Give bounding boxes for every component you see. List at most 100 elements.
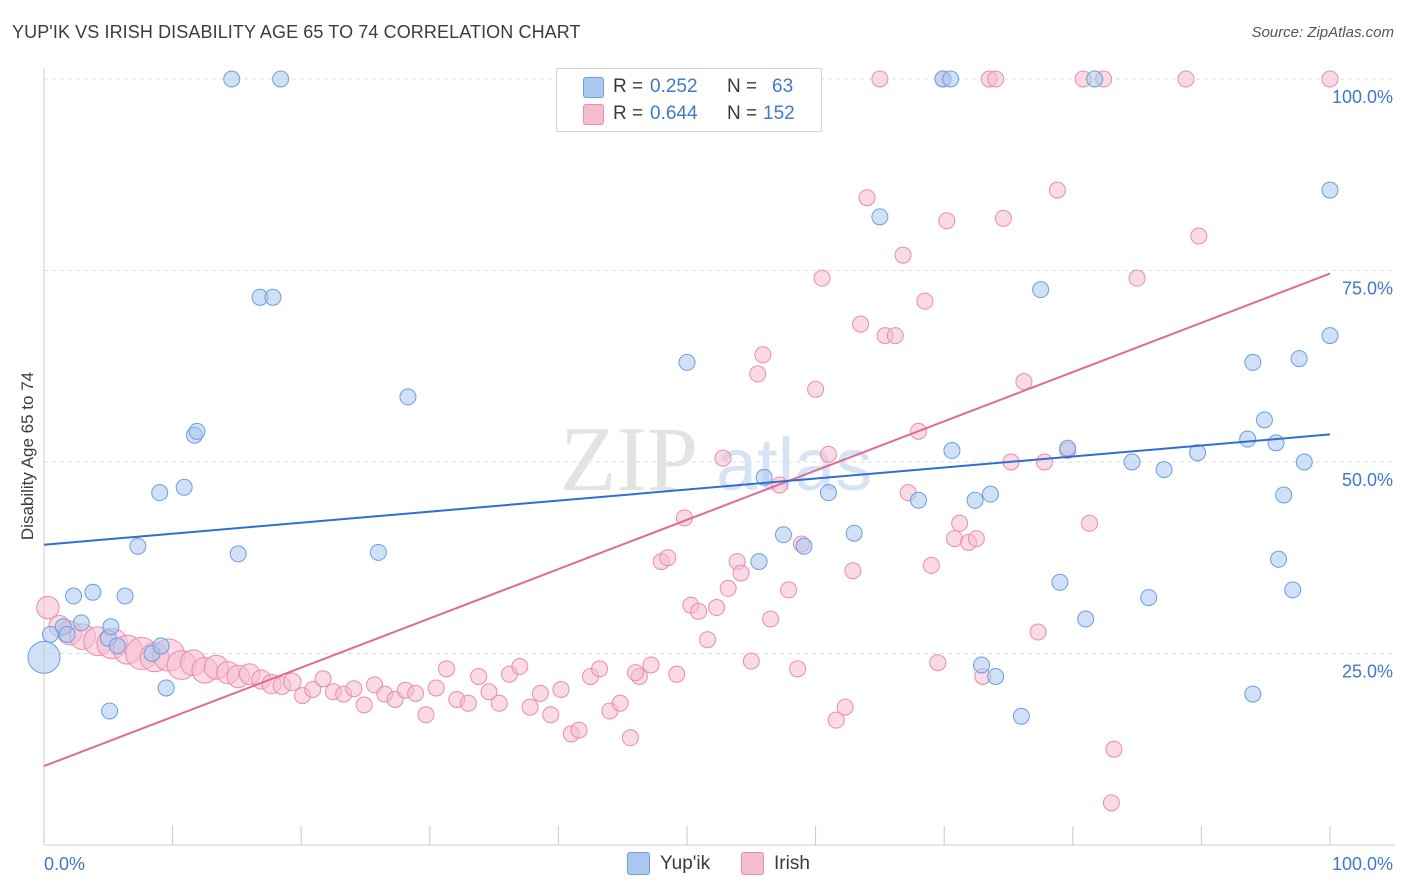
irish-point (355, 696, 373, 714)
irish-point (438, 660, 456, 678)
irish-point (621, 729, 639, 747)
stats-legend: R = 0.252 N = 63 R = 0.644 N = 152 (556, 68, 822, 132)
yupik-swatch (583, 77, 604, 98)
irish-n-value: 152 (763, 103, 795, 124)
r-label: R = (613, 76, 644, 97)
yupik-point (101, 702, 119, 720)
yupik-point (369, 543, 387, 561)
yupik-n-value: 63 (772, 76, 794, 97)
irish-legend-label: Irish (774, 852, 810, 874)
yupik-point (188, 422, 206, 440)
yupik-point (909, 491, 927, 509)
irish-point (552, 681, 570, 699)
yupik-point (264, 288, 282, 306)
irish-legend-swatch (741, 852, 764, 875)
yupik-point (774, 526, 792, 544)
irish-point (459, 694, 477, 712)
yupik-point (1059, 439, 1077, 457)
yupik-point (102, 618, 120, 636)
irish-point (314, 670, 332, 688)
irish-point (951, 514, 969, 532)
y-tick-label: 50.0% (1342, 470, 1393, 490)
irish-point (732, 564, 750, 582)
watermark: ZIP atlas (560, 408, 872, 510)
irish-point (1105, 740, 1123, 758)
yupik-point (175, 478, 193, 496)
yupik-point (65, 587, 83, 605)
legend-item-irish[interactable]: Irish (741, 852, 810, 875)
legend-item-yupik[interactable]: Yup'ik (627, 852, 710, 875)
yupik-point (58, 625, 76, 643)
yupik-point (1290, 350, 1308, 368)
irish-point (916, 292, 934, 310)
n-label: N = (727, 76, 758, 97)
irish-point (994, 209, 1012, 227)
irish-point (789, 660, 807, 678)
irish-point (1048, 181, 1066, 199)
irish-point (1029, 623, 1047, 641)
yupik-point (223, 70, 241, 88)
yupik-point (678, 353, 696, 371)
legend-row-yupik: R = 0.252 N = 63 (557, 73, 821, 101)
yupik-point (987, 667, 1005, 685)
watermark-atlas: atlas (716, 423, 872, 506)
irish-point (852, 315, 870, 333)
yupik-point (966, 491, 984, 509)
yupik-point (229, 545, 247, 563)
x-tick-label: 100.0% (1332, 854, 1393, 874)
yupik-point (108, 637, 126, 655)
irish-swatch (583, 104, 604, 125)
yupik-legend-label: Yup'ik (660, 852, 711, 874)
irish-point (417, 706, 435, 724)
irish-point (1190, 227, 1208, 245)
legend-row-irish: R = 0.644 N = 152 (557, 100, 821, 128)
irish-point (929, 654, 947, 672)
yupik-point (1284, 581, 1302, 599)
irish-point (490, 694, 508, 712)
irish-point (511, 658, 529, 676)
irish-point (1015, 373, 1033, 391)
irish-point (1321, 70, 1339, 88)
y-tick-label: 25.0% (1342, 662, 1393, 682)
irish-point (668, 665, 686, 683)
tick-labels: 25.0% 50.0% 75.0% 100.0% 0.0% 100.0% (44, 87, 1393, 874)
irish-point (1102, 794, 1120, 812)
irish-point (521, 698, 539, 716)
yupik-point (152, 637, 170, 655)
yupik-point (1270, 550, 1288, 568)
yupik-point (1244, 685, 1262, 703)
yupik-point (1077, 610, 1095, 628)
irish-point (762, 610, 780, 628)
irish-point (1036, 453, 1054, 471)
yupik-point (157, 679, 175, 697)
yupik-point (750, 553, 768, 571)
irish-point (742, 652, 760, 670)
series-legend: Yup'ik Irish (0, 852, 1406, 878)
yupik-point (972, 656, 990, 674)
axes (43, 68, 1395, 846)
irish-point (871, 70, 889, 88)
irish-point (345, 680, 363, 698)
irish-point (714, 449, 732, 467)
yupik-point (1321, 181, 1339, 199)
irish-point (827, 711, 845, 729)
irish-r-value: 0.644 (650, 103, 698, 124)
yupik-point (1012, 707, 1030, 725)
source-label: Source: ZipAtlas.com (1251, 24, 1394, 41)
r-label: R = (613, 103, 644, 124)
irish-point (570, 721, 588, 739)
irish-point (304, 681, 322, 699)
x-tick-label: 0.0% (44, 854, 85, 874)
yupik-point (1051, 573, 1069, 591)
irish-point (886, 327, 904, 345)
irish-point (531, 684, 549, 702)
irish-point (754, 346, 772, 364)
yupik-point (942, 70, 960, 88)
irish-point (699, 631, 717, 649)
irish-point (642, 656, 660, 674)
yupik-point (1255, 411, 1273, 429)
yupik-point (272, 70, 290, 88)
yupik-r-value: 0.252 (650, 76, 698, 97)
irish-point (819, 445, 837, 463)
